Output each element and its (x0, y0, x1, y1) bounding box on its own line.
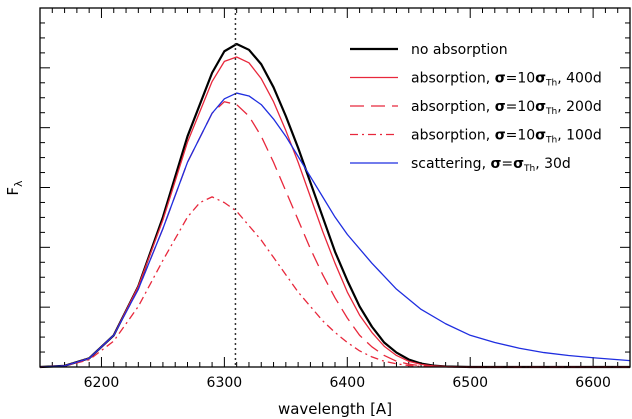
legend-entry-3: absorption, σ=10σTh, 200d (411, 99, 602, 117)
x-tick-label: 6500 (452, 375, 488, 391)
axis-ticks (40, 8, 630, 367)
y-axis-label: Fλ (4, 180, 25, 196)
legend-entry-4: absorption, σ=10σTh, 100d (411, 128, 602, 146)
legend: no absorption absorption, σ=10σTh, 400d ab… (350, 42, 602, 174)
series-lines (40, 44, 630, 367)
x-tick-label: 6600 (575, 375, 611, 391)
x-tick-label: 6400 (329, 375, 365, 391)
legend-entry-5: scattering, σ=σTh, 30d (411, 156, 571, 174)
legend-entry-2: absorption, σ=10σTh, 400d (411, 71, 602, 89)
series-line-1 (40, 44, 630, 367)
legend-entry-1: no absorption (411, 42, 508, 58)
x-tick-labels: 6200 6300 6400 6500 6600 (84, 375, 611, 391)
x-axis-label: wavelength [A] (278, 400, 392, 418)
x-tick-label: 6300 (207, 375, 243, 391)
plot-frame (40, 8, 630, 367)
x-tick-label: 6200 (84, 375, 120, 391)
series-line-4 (40, 197, 630, 367)
